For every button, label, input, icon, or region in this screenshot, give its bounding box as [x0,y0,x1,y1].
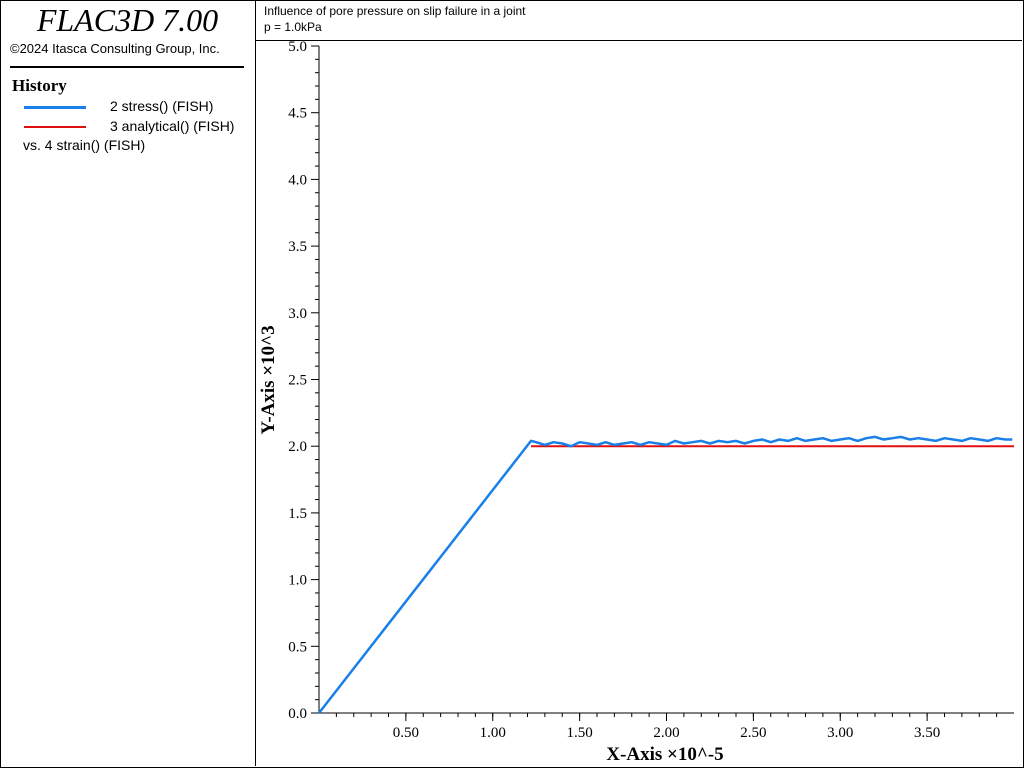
plot-ticks: 0.0 0.5 1.0 1.5 2.0 2.5 3.0 3.5 4.0 4.5 5.0 0.50 1.0… [288,39,998,741]
y-tick-label: 1.0 [288,573,307,589]
y-tick-label: 3.5 [288,239,307,255]
legend-vs-label: vs. 4 strain() (FISH) [23,137,146,153]
app-title: FLAC3D 7.00 [36,2,219,38]
x-tick-label: 3.50 [914,725,940,741]
y-tick-label: 5.0 [288,39,307,55]
series-stress-line [318,435,1013,714]
legend-swatch-stress [24,106,86,109]
x-tick-label: 2.00 [653,725,679,741]
legend-label-analytical: 3 analytical() (FISH) [110,118,235,134]
y-tick-label: 2.5 [288,373,307,389]
y-tick-label: 0.0 [288,706,307,722]
x-tick-label: 2.50 [740,725,766,741]
y-tick-label: 1.5 [288,506,307,522]
plot-caption: Influence of pore pressure on slip failu… [256,0,1022,41]
plot-axes [318,46,1014,714]
y-tick-label: 2.0 [288,439,307,455]
legend-divider [10,66,244,68]
copyright-text: ©2024 Itasca Consulting Group, Inc. [10,41,220,56]
y-axis-label: Y-Axis ×10^3 [258,325,279,434]
legend-label-stress: 2 stress() (FISH) [110,98,214,114]
legend-heading: History [12,76,67,95]
y-tick-label: 0.5 [288,639,307,655]
plot-series [318,435,1014,714]
legend-panel: FLAC3D 7.00 ©2024 Itasca Consulting Grou… [0,0,256,766]
caption-title: Influence of pore pressure on slip failu… [264,4,526,18]
y-tick-label: 4.5 [288,106,307,122]
y-tick-label: 4.0 [288,172,307,188]
x-tick-label: 0.50 [393,725,419,741]
x-axis-label: X-Axis ×10^-5 [606,744,723,765]
legend-swatch-analytical [24,126,86,128]
caption-subtitle: p = 1.0kPa [264,20,322,34]
x-tick-label: 3.00 [827,725,853,741]
x-tick-label: 1.50 [567,725,593,741]
x-tick-label: 1.00 [480,725,506,741]
y-tick-label: 3.0 [288,306,307,322]
